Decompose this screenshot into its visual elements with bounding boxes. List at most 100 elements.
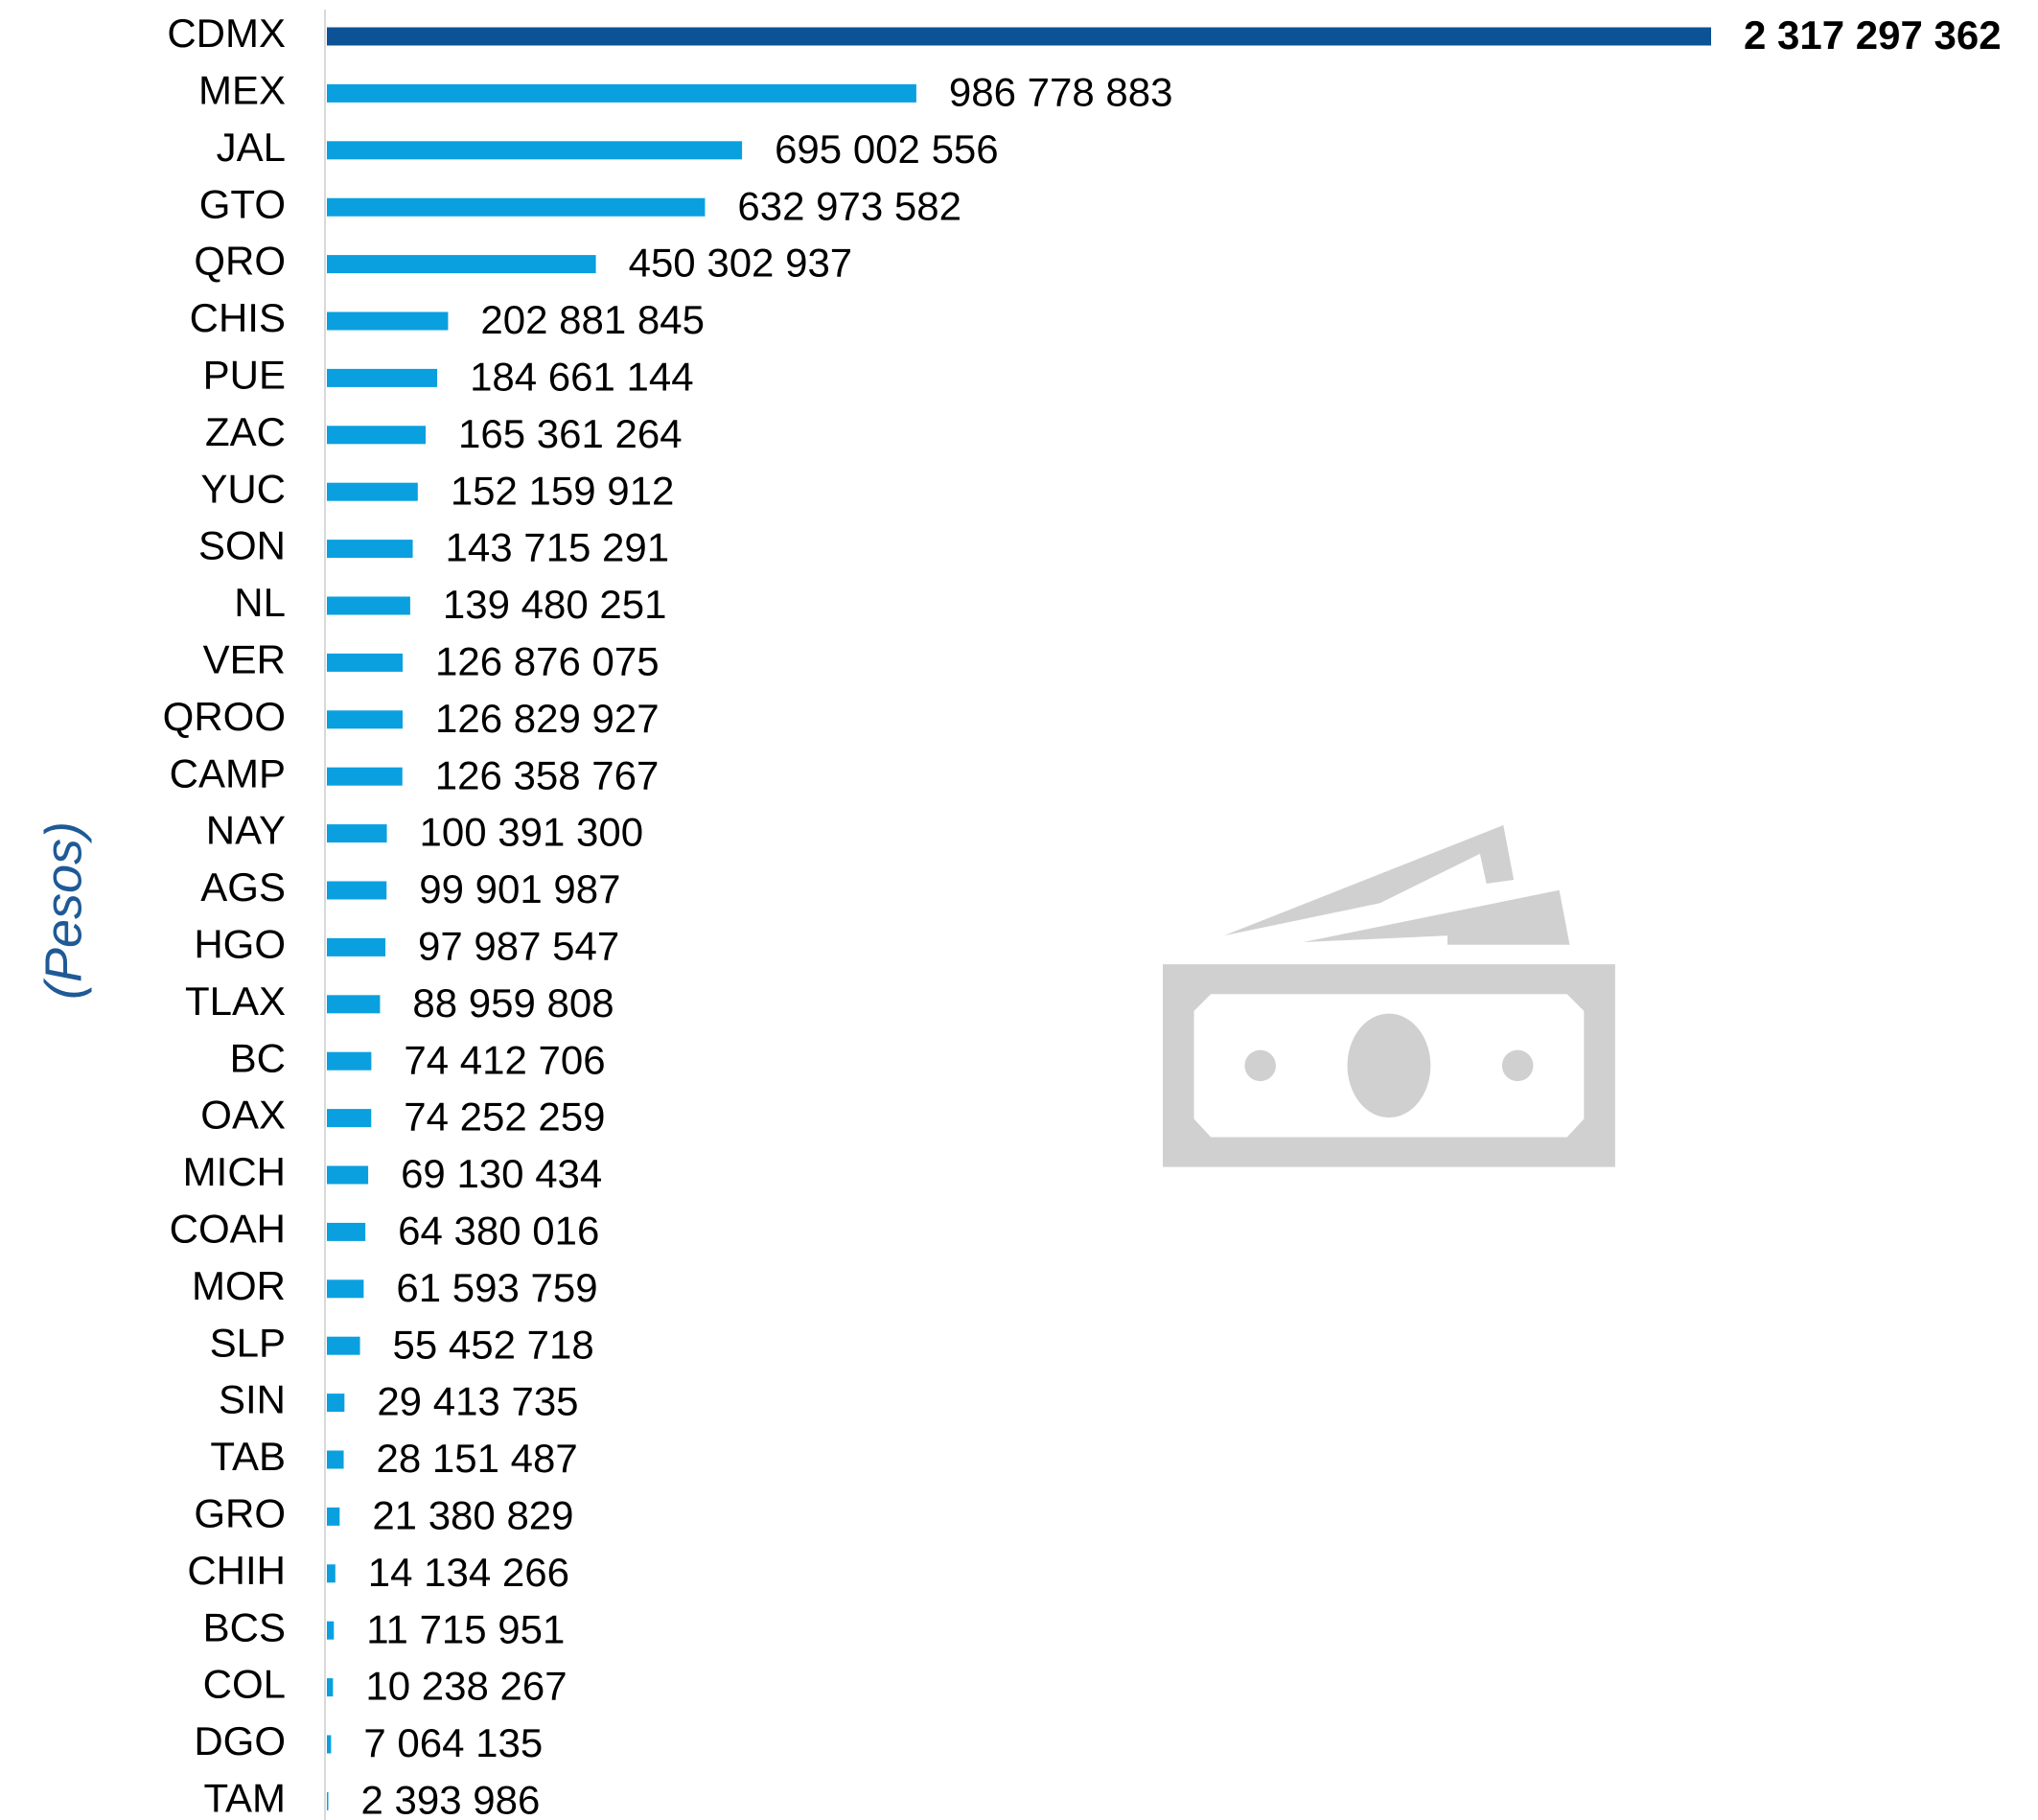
category-label: CAMP [170, 750, 286, 795]
bar [327, 937, 386, 956]
bar [327, 368, 438, 387]
category-label: NL [234, 580, 286, 625]
category-label: SON [198, 523, 286, 568]
value-label: 28 151 487 [377, 1436, 578, 1481]
bar [327, 482, 418, 501]
category-label: PUE [203, 352, 286, 397]
category-label: TAB [210, 1434, 286, 1479]
value-label: 2 317 297 362 [1744, 12, 2002, 58]
bar [327, 1678, 334, 1697]
value-label: 88 959 808 [412, 980, 614, 1025]
bar [327, 596, 410, 615]
value-label: 11 715 951 [366, 1606, 565, 1651]
category-label: ZAC [205, 409, 286, 454]
value-label: 184 661 144 [470, 354, 694, 399]
value-label: 21 380 829 [372, 1492, 573, 1537]
value-label: 99 901 987 [419, 866, 620, 911]
bar [327, 255, 596, 274]
category-label: COL [203, 1662, 286, 1707]
value-label: 986 778 883 [949, 69, 1173, 114]
value-label: 126 876 075 [435, 638, 660, 683]
category-label: MOR [192, 1263, 286, 1308]
category-label: COAH [170, 1206, 286, 1251]
value-label: 165 361 264 [458, 411, 683, 456]
bar [327, 141, 743, 160]
bar [327, 426, 427, 445]
value-label: 2 393 986 [360, 1777, 540, 1820]
category-label: QROO [163, 694, 286, 739]
bar [327, 1109, 372, 1128]
value-label: 202 881 845 [480, 297, 705, 342]
value-label: 10 238 267 [365, 1664, 567, 1709]
value-label: 64 380 016 [398, 1208, 599, 1253]
category-label: DGO [194, 1718, 286, 1763]
category-label: MEX [198, 67, 286, 112]
value-label: 61 593 759 [396, 1265, 597, 1310]
bar [327, 1165, 369, 1185]
bar [327, 83, 916, 103]
bar [327, 1222, 366, 1241]
bill-mid [1303, 889, 1570, 945]
bar [327, 1621, 335, 1640]
category-label: SIN [219, 1377, 286, 1422]
category-label: TAM [203, 1775, 286, 1820]
category-label: VER [203, 636, 286, 681]
bar [327, 311, 449, 331]
value-label: 126 829 927 [435, 696, 660, 741]
value-label: 126 358 767 [435, 752, 660, 797]
bar [327, 197, 706, 217]
bar [327, 710, 404, 729]
category-label: BCS [203, 1604, 286, 1649]
bar [327, 881, 387, 900]
bar [327, 1051, 372, 1071]
axis-label: (Pesos) [35, 821, 92, 1000]
value-label: 74 412 706 [404, 1037, 605, 1082]
bar [327, 1507, 340, 1526]
value-label: 450 302 937 [629, 241, 853, 286]
bar [327, 1791, 329, 1810]
value-label: 152 159 912 [451, 468, 675, 513]
value-label: 7 064 135 [363, 1720, 543, 1765]
category-label: CDMX [167, 11, 286, 56]
value-label: 97 987 547 [418, 923, 619, 968]
bar [327, 1564, 336, 1583]
category-label: MICH [183, 1149, 286, 1194]
category-label: CHIS [190, 295, 286, 340]
value-label: 632 973 582 [737, 183, 961, 228]
value-label: 55 452 718 [393, 1322, 594, 1367]
value-label: 143 715 291 [446, 525, 670, 570]
category-label: HGO [194, 921, 286, 966]
value-label: 695 002 556 [775, 127, 999, 172]
value-label: 100 391 300 [420, 810, 644, 855]
category-label: AGS [200, 864, 286, 910]
bill-dot [1501, 1049, 1534, 1082]
bar [327, 1279, 364, 1299]
bar [327, 540, 413, 559]
category-label: TLAX [185, 979, 286, 1024]
bar [327, 1394, 345, 1413]
category-label: SLP [210, 1320, 286, 1365]
category-label: YUC [200, 466, 286, 511]
category-label: QRO [194, 239, 286, 284]
bar [327, 27, 1711, 46]
value-label: 29 413 735 [377, 1379, 578, 1424]
category-label: CHIH [187, 1548, 286, 1593]
bar [327, 1450, 344, 1469]
bar [327, 1735, 332, 1754]
bar [327, 824, 387, 843]
bar [327, 767, 403, 786]
category-label: BC [230, 1035, 286, 1080]
bill-dot [1244, 1049, 1276, 1082]
value-label: 69 130 434 [401, 1151, 602, 1196]
bar [327, 995, 381, 1014]
category-label: JAL [217, 125, 286, 170]
value-label: 14 134 266 [368, 1550, 569, 1595]
category-label: GTO [199, 181, 286, 226]
value-label: 74 252 259 [404, 1094, 605, 1140]
category-label: OAX [200, 1093, 286, 1138]
category-label: NAY [206, 808, 286, 853]
category-label: GRO [194, 1490, 286, 1535]
bill-front [1163, 964, 1615, 1167]
money-icon [1163, 825, 1615, 1167]
